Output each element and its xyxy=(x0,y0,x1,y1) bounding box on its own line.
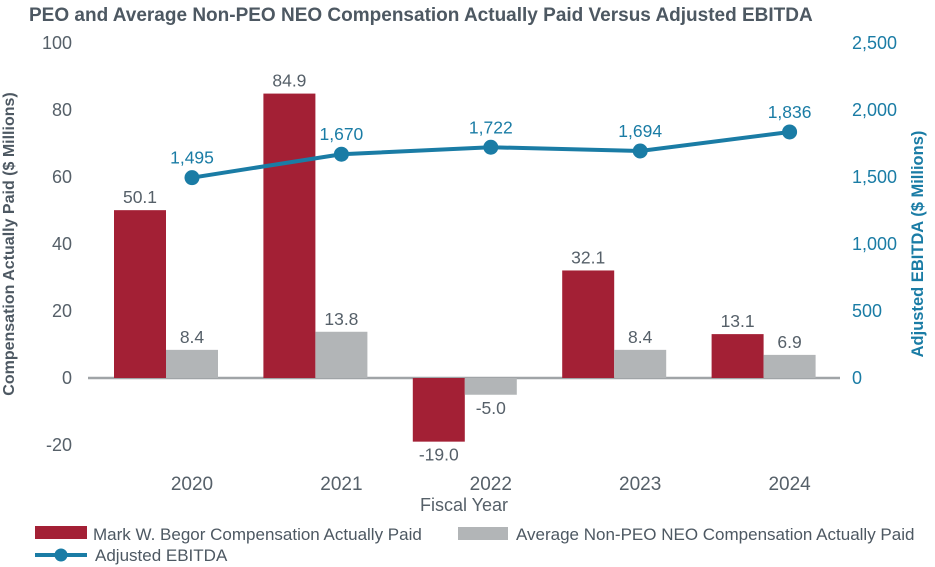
bar-value-label: 8.4 xyxy=(180,327,205,347)
bar-value-label: 13.1 xyxy=(721,311,755,331)
line-value-label: 1,495 xyxy=(170,148,214,168)
left-axis-tick-label: 60 xyxy=(52,167,72,187)
right-axis-tick-label: 2,500 xyxy=(852,33,897,53)
x-axis-category-label: 2023 xyxy=(619,474,661,495)
bar-value-label: -19.0 xyxy=(419,445,459,465)
x-axis-category-label: 2020 xyxy=(171,474,213,495)
right-axis-tick-label: 0 xyxy=(852,368,862,388)
bar-value-label: 8.4 xyxy=(628,327,653,347)
left-axis-tick-label: -20 xyxy=(46,435,72,455)
left-axis-tick-label: 100 xyxy=(42,33,72,53)
left-axis-tick-label: 80 xyxy=(52,100,72,120)
line-value-label: 1,722 xyxy=(469,117,513,137)
ebitda-point xyxy=(483,139,499,155)
ebitda-point xyxy=(782,124,798,140)
ebitda-point xyxy=(632,143,648,159)
legend-label-ebitda: Adjusted EBITDA xyxy=(95,546,228,565)
right-axis-tick-label: 500 xyxy=(852,301,882,321)
line-value-label: 1,670 xyxy=(320,124,364,144)
bar-peo xyxy=(263,93,316,379)
line-value-label: 1,836 xyxy=(768,102,812,122)
legend: Mark W. Begor Compensation Actually Paid… xyxy=(35,525,914,565)
ebitda-point xyxy=(184,170,200,186)
right-y-axis-title: Adjusted EBITDA ($ Millions) xyxy=(909,131,927,358)
bar-value-label: 84.9 xyxy=(272,71,306,91)
left-y-axis-title: Compensation Actually Paid ($ Millions) xyxy=(1,92,18,395)
x-axis-category-label: 2021 xyxy=(320,474,362,495)
bar-neo xyxy=(464,378,517,395)
bar-neo xyxy=(614,349,667,378)
bar-value-label: -5.0 xyxy=(476,398,506,418)
bar-value-label: 50.1 xyxy=(123,187,157,207)
right-axis-tick-label: 1,000 xyxy=(852,234,897,254)
x-axis-category-label: 2024 xyxy=(768,474,811,495)
left-axis-tick-label: 20 xyxy=(52,301,72,321)
legend-label-neo: Average Non-PEO NEO Compensation Actuall… xyxy=(516,525,914,544)
bar-peo xyxy=(562,270,615,378)
bar-neo xyxy=(763,354,816,378)
bar-neo xyxy=(315,331,368,378)
x-axis-title: Fiscal Year xyxy=(420,495,508,515)
legend-point-ebitda-icon xyxy=(54,548,68,562)
bar-value-label: 6.9 xyxy=(777,332,801,352)
bar-peo xyxy=(711,334,764,378)
plot-area: 100 80 60 40 20 0 -20 0 500 1,000 1,500 2,000 2,500 5… xyxy=(42,33,897,495)
chart-title: PEO and Average Non-PEO NEO Compensation… xyxy=(29,5,813,26)
x-axis-category-label: 2022 xyxy=(470,474,512,495)
left-axis-tick-label: 40 xyxy=(52,234,72,254)
ebitda-point xyxy=(333,146,349,162)
line-value-label: 1,694 xyxy=(618,121,662,141)
bar-peo xyxy=(412,378,465,442)
legend-swatch-neo xyxy=(458,527,508,540)
right-axis-tick-label: 2,000 xyxy=(852,100,897,120)
legend-swatch-peo xyxy=(35,526,87,539)
bar-value-label: 32.1 xyxy=(571,247,605,267)
right-axis-tick-label: 1,500 xyxy=(852,167,897,187)
bar-value-label: 13.8 xyxy=(324,309,358,329)
bar-neo xyxy=(166,349,218,378)
bar-peo xyxy=(114,210,166,378)
legend-label-peo: Mark W. Begor Compensation Actually Paid xyxy=(93,525,422,544)
left-axis-tick-label: 0 xyxy=(62,368,72,388)
